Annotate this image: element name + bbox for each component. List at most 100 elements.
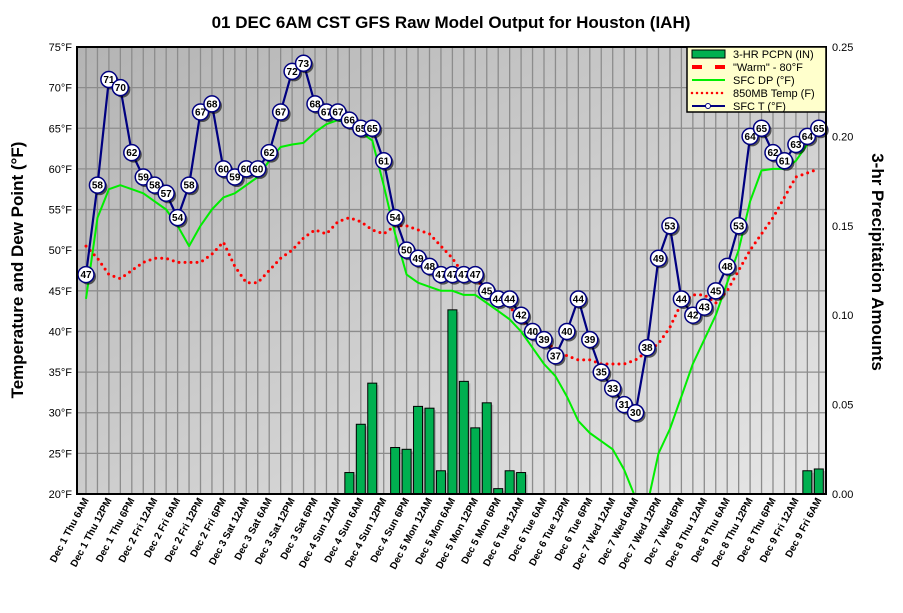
y-tick-label: 30°F [49, 408, 73, 420]
sfc-temp-marker [649, 249, 668, 268]
sfc-temp-label: 53 [664, 221, 676, 232]
sfc-temp-marker [512, 306, 530, 324]
chart-title: 01 DEC 6AM CST GFS Raw Model Output for … [212, 13, 691, 32]
y-tick-label: 75°F [49, 42, 73, 54]
sfc-temp-marker [752, 119, 771, 138]
sfc-temp-label: 45 [481, 286, 493, 297]
legend-label: SFC DP (°F) [733, 75, 795, 87]
sfc-temp-marker [661, 217, 679, 235]
sfc-temp-label: 73 [298, 59, 310, 70]
sfc-temp-label: 60 [252, 164, 264, 175]
sfc-temp-label: 58 [149, 181, 161, 192]
sfc-temp-marker [123, 143, 141, 162]
sfc-temp-marker [88, 176, 107, 194]
sfc-temp-marker [729, 217, 748, 235]
y2-tick-label: 0.05 [832, 400, 853, 412]
sfc-temp-label: 67 [195, 108, 207, 119]
precip-bar [504, 470, 515, 494]
sfc-temp-label: 57 [161, 189, 173, 200]
sfc-temp-label: 61 [378, 156, 390, 167]
sfc-temp-label: 47 [447, 270, 459, 281]
sfc-temp-label: 59 [229, 173, 241, 184]
sfc-temp-label: 60 [241, 164, 253, 175]
y-tick-label: 65°F [49, 123, 73, 135]
sfc-temp-label: 66 [344, 116, 356, 127]
sfc-temp-label: 40 [527, 327, 539, 338]
sfc-temp-marker [249, 160, 267, 178]
sfc-temp-marker [466, 265, 485, 284]
y-tick-label: 55°F [49, 205, 73, 217]
sfc-temp-label: 67 [321, 108, 333, 119]
sfc-temp-marker [180, 176, 198, 194]
sfc-temp-label: 44 [676, 294, 688, 305]
sfc-temp-marker [775, 152, 794, 170]
sfc-temp-marker [718, 257, 736, 276]
legend-label: 3-HR PCPN (IN) [733, 49, 814, 61]
850mb-temp-line [84, 167, 821, 366]
y-tick-label: 35°F [49, 367, 73, 379]
sfc-temp-marker [260, 143, 278, 162]
sfc-temp-label: 37 [550, 351, 562, 362]
sfc-temp-label: 47 [470, 270, 482, 281]
y-tick-label: 20°F [49, 489, 73, 501]
sfc-temp-label: 42 [516, 311, 528, 322]
precip-bar [367, 382, 378, 494]
precip-bar [458, 380, 469, 494]
sfc-temp-label: 67 [332, 108, 344, 119]
sfc-temp-label: 48 [424, 262, 436, 273]
sfc-temp-label: 58 [92, 181, 104, 192]
sfc-temp-marker [707, 282, 725, 300]
sfc-temp-label: 50 [401, 246, 413, 257]
y2-tick-label: 0.00 [832, 489, 853, 501]
y-tick-label: 25°F [49, 448, 73, 460]
sfc-temp-marker [581, 330, 599, 349]
sfc-temp-label: 61 [779, 156, 791, 167]
y-axis-right: 0.00 0.05 0.10 0.15 0.20 0.25 [832, 42, 853, 501]
sfc-temp-label: 33 [607, 384, 619, 395]
precip-bar [424, 407, 435, 494]
sfc-temp-label: 67 [275, 108, 287, 119]
legend-label: 850MB Temp (F) [733, 88, 815, 100]
sfc-temp-marker [294, 54, 313, 73]
y-tick-label: 60°F [49, 164, 73, 176]
y-tick-label: 50°F [49, 245, 73, 257]
sfc-temp-marker [638, 338, 656, 357]
sfc-temp-label: 62 [264, 148, 276, 159]
precip-bar [344, 472, 355, 494]
sfc-temp-label: 31 [619, 400, 631, 411]
sfc-temp-label: 38 [641, 343, 653, 354]
y2-axis-label: 3-hr Precipitation Amounts [868, 153, 887, 371]
sfc-temp-label: 49 [412, 254, 424, 265]
plot-border [76, 46, 827, 495]
sfc-temp-label: 64 [745, 132, 757, 143]
sfc-temp-marker [546, 347, 565, 365]
sfc-temp-label: 35 [596, 368, 608, 379]
sfc-temp-label: 54 [390, 213, 402, 224]
legend-marker-icon [705, 103, 711, 109]
y2-tick-label: 0.15 [832, 221, 853, 233]
sfc-temp-label: 49 [653, 254, 665, 265]
precip-bar [470, 427, 481, 494]
y-tick-label: 45°F [49, 286, 73, 298]
sfc-temp-marker [271, 103, 290, 121]
sfc-temp-label: 53 [733, 221, 745, 232]
sfc-temp-label: 63 [790, 140, 802, 151]
sfc-temp-label: 60 [218, 164, 230, 175]
sfc-temp-label: 64 [802, 132, 814, 143]
sfc-temp-label: 43 [699, 303, 711, 314]
sfc-temp-label: 44 [504, 294, 516, 305]
sfc-temp-marker [592, 363, 610, 381]
precip-bar [435, 470, 446, 494]
sfc-temp-marker [157, 184, 175, 203]
dewpoint-line [85, 119, 820, 494]
sfc-temp-label: 65 [355, 124, 367, 135]
y2-tick-label: 0.20 [832, 131, 853, 143]
sfc-temp-label: 42 [687, 311, 699, 322]
sfc-temp-label: 65 [367, 124, 379, 135]
legend-swatch-pcpn [691, 49, 726, 59]
sfc-temp-label: 39 [584, 335, 596, 346]
y2-tick-label: 0.25 [832, 42, 853, 54]
